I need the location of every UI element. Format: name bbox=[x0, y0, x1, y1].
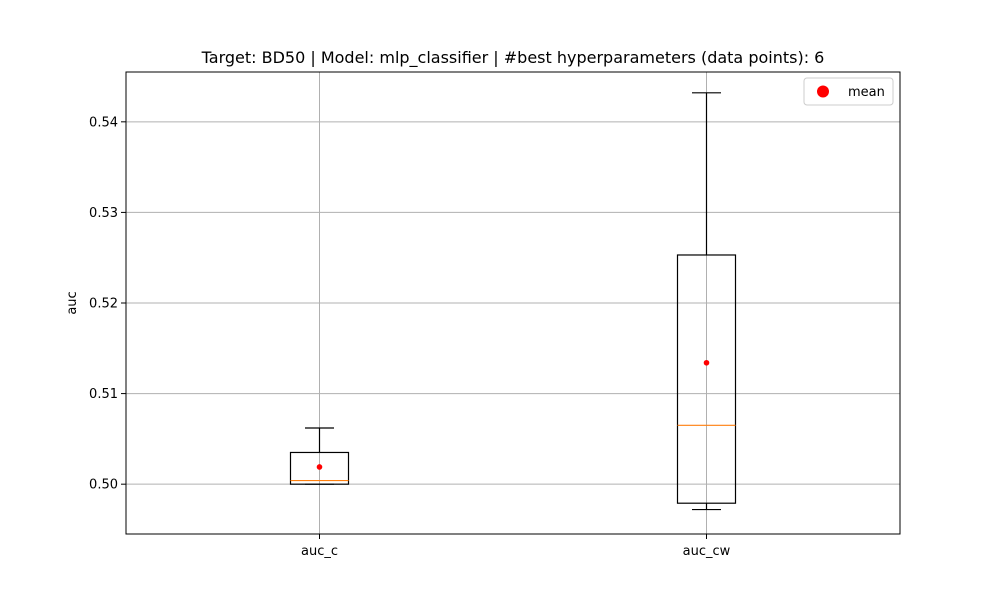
chart-title: Target: BD50 | Model: mlp_classifier | #… bbox=[201, 48, 825, 68]
y-tick-label: 0.52 bbox=[89, 297, 118, 312]
legend: mean bbox=[803, 77, 894, 106]
x-tick-label: auc_cw bbox=[683, 544, 731, 559]
plot-frame bbox=[125, 71, 901, 535]
iqr-box bbox=[289, 451, 350, 485]
iqr-box bbox=[676, 254, 737, 504]
legend-label: mean bbox=[848, 85, 885, 100]
mean-marker bbox=[703, 359, 710, 366]
box-layer bbox=[289, 92, 737, 511]
x-tick-label: auc_c bbox=[301, 544, 338, 559]
y-axis-label: auc bbox=[65, 291, 80, 314]
box-auc_c bbox=[289, 427, 350, 485]
y-tick-label: 0.51 bbox=[89, 387, 118, 402]
y-tick-label: 0.54 bbox=[89, 115, 118, 130]
legend-mean-marker bbox=[817, 85, 829, 98]
axis-layer: 0.50 0.51 0.52 0.53 0.54 auc_c auc_cw bbox=[89, 71, 901, 559]
y-tick-label: 0.53 bbox=[89, 206, 118, 221]
legend-frame bbox=[803, 77, 894, 106]
mean-marker bbox=[316, 464, 323, 470]
grid-layer bbox=[126, 72, 900, 534]
y-tick-label: 0.50 bbox=[89, 478, 118, 493]
box-auc_cw bbox=[676, 92, 737, 511]
